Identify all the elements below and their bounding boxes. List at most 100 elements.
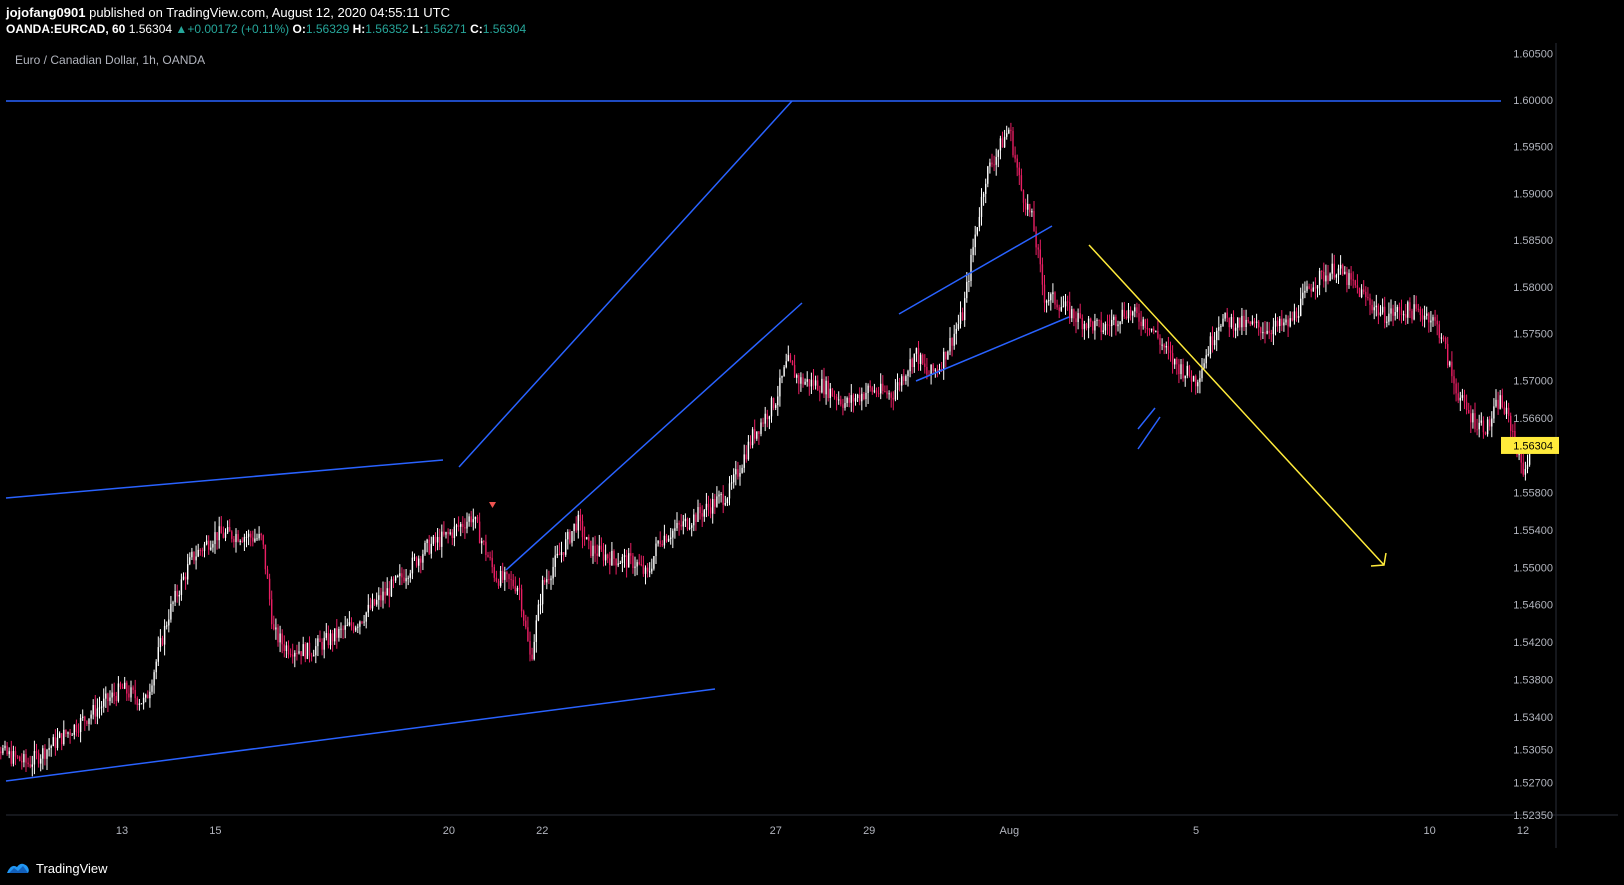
candle-223 <box>449 529 451 536</box>
candle-720 <box>1493 398 1495 424</box>
candle-587 <box>1213 331 1216 350</box>
candle-517 <box>1066 295 1069 311</box>
candle-391 <box>802 373 804 388</box>
candle-682 <box>1413 294 1415 321</box>
candle-715 <box>1482 416 1485 439</box>
price-tick-label-14: 1.54200 <box>1513 637 1553 649</box>
candle-256 <box>518 577 521 601</box>
candle-674 <box>1396 304 1398 319</box>
author-name[interactable]: jojofang0901 <box>6 5 86 20</box>
flag-upper-line[interactable] <box>898 225 1053 315</box>
candle-83 <box>155 659 157 680</box>
candle-268 <box>544 577 546 585</box>
candle-455 <box>936 364 939 378</box>
candle-181 <box>361 620 363 625</box>
candle-254 <box>514 576 516 594</box>
candle-46 <box>77 723 80 737</box>
lower-wedge-line[interactable] <box>5 688 716 782</box>
candle-462 <box>951 337 953 357</box>
candle-185 <box>369 597 372 611</box>
channel-upper-line[interactable] <box>458 100 793 468</box>
candle-419 <box>861 387 863 411</box>
small-flag-lower-line[interactable] <box>1137 416 1161 450</box>
candle-599 <box>1239 317 1241 331</box>
candle-321 <box>655 536 657 565</box>
channel-lower-line[interactable] <box>505 302 803 571</box>
candle-94 <box>178 590 180 606</box>
candle-622 <box>1287 315 1289 338</box>
candle-646 <box>1337 264 1340 285</box>
bearish-forecast-arrow[interactable] <box>1088 244 1385 566</box>
candle-613 <box>1268 322 1270 340</box>
candle-386 <box>791 360 794 366</box>
candle-701 <box>1453 369 1455 395</box>
price-axis[interactable]: 1.60500 1.60000 1.59500 1.59000 1.58500 1.580… <box>1513 48 1553 822</box>
candle-357 <box>730 475 733 490</box>
candle-423 <box>869 380 871 392</box>
candle-274 <box>556 545 558 559</box>
candle-330 <box>674 519 676 539</box>
candle-361 <box>739 465 741 486</box>
candle-35 <box>54 729 57 756</box>
candle-520 <box>1073 308 1075 327</box>
candle-32 <box>48 738 50 757</box>
tradingview-brand[interactable]: TradingView <box>36 860 108 876</box>
candle-719 <box>1491 411 1493 438</box>
candle-346 <box>707 495 710 517</box>
time-axis[interactable]: 131520222729Aug510121719 <box>116 825 1624 837</box>
candle-620 <box>1283 318 1285 332</box>
candle-726 <box>1505 400 1508 420</box>
candle-64 <box>115 691 117 707</box>
candle-238 <box>481 537 483 554</box>
candle-176 <box>350 617 353 631</box>
candle-679 <box>1407 300 1409 324</box>
candle-532 <box>1098 319 1100 328</box>
candle-158 <box>313 649 315 657</box>
candle-267 <box>541 575 544 614</box>
tradingview-logo-icon[interactable] <box>6 861 30 875</box>
candle-543 <box>1121 302 1123 325</box>
upper-wedge-line[interactable] <box>5 459 444 499</box>
candle-661 <box>1369 293 1371 316</box>
trendlines-layer <box>5 100 1501 782</box>
candle-405 <box>831 387 834 397</box>
candle-44 <box>73 723 75 740</box>
candle-210 <box>422 549 424 571</box>
candle-388 <box>796 373 798 384</box>
candle-287 <box>583 526 586 546</box>
candle-667 <box>1381 298 1384 315</box>
candle-518 <box>1069 291 1071 324</box>
candle-398 <box>817 375 819 391</box>
candle-700 <box>1451 351 1453 383</box>
candle-318 <box>649 562 651 578</box>
candle-247 <box>499 565 502 588</box>
candle-253 <box>512 573 514 589</box>
chart-frame[interactable] <box>6 43 1618 848</box>
candle-666 <box>1379 305 1382 317</box>
small-flag-upper-line[interactable] <box>1137 407 1156 430</box>
candle-647 <box>1339 255 1342 275</box>
candle-195 <box>390 576 393 598</box>
candle-475 <box>978 207 981 232</box>
candle-37 <box>58 731 61 739</box>
candle-655 <box>1356 274 1359 294</box>
candle-623 <box>1289 311 1291 328</box>
candle-378 <box>775 403 777 411</box>
candle-584 <box>1207 346 1209 357</box>
candle-203 <box>407 575 409 586</box>
candle-324 <box>661 540 663 548</box>
last-price-tag-label: 1.56304 <box>1513 440 1553 452</box>
candle-297 <box>604 544 607 566</box>
candle-27 <box>37 749 40 768</box>
candle-93 <box>176 584 178 603</box>
flag-lower-line[interactable] <box>915 316 1070 382</box>
candle-654 <box>1354 279 1356 288</box>
candle-665 <box>1377 303 1380 325</box>
candle-65 <box>117 676 120 703</box>
candle-14 <box>10 740 12 767</box>
candle-294 <box>598 534 600 557</box>
candle-493 <box>1016 154 1018 177</box>
candle-150 <box>296 644 298 661</box>
candle-334 <box>682 514 684 535</box>
